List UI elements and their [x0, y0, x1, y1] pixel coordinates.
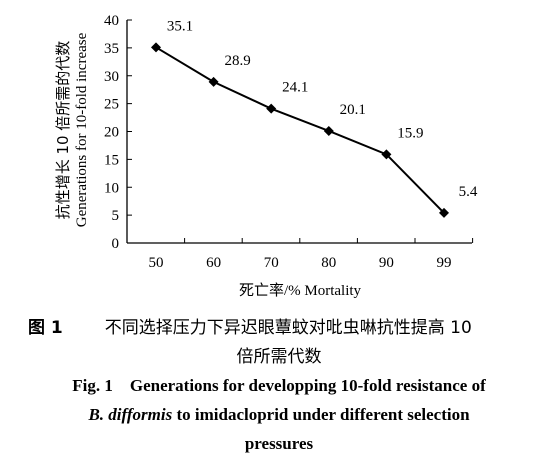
caption-en-line-1: Fig. 1 Generations for developping 10-fo… [72, 376, 486, 395]
data-labels: 35.1 28.9 24.1 20.1 15.9 5.4 [167, 18, 478, 200]
y-tick-label: 25 [104, 97, 119, 113]
y-tick-label: 20 [104, 125, 119, 141]
x-tick-label: 70 [264, 255, 279, 271]
caption-species: B. difformis [88, 405, 173, 424]
caption-cn-line-2: 倍所需代数 [236, 347, 322, 367]
y-axis-ticks: 0 5 10 15 20 25 30 35 40 [104, 13, 132, 252]
data-point-marker [266, 103, 277, 114]
caption-en-line-2-rest: to imidacloprid under different selectio… [172, 405, 470, 424]
data-value-label: 20.1 [340, 102, 366, 118]
x-tick-label: 60 [206, 255, 221, 271]
data-value-label: 35.1 [167, 18, 193, 34]
y-tick-label: 10 [104, 180, 119, 196]
x-tick-label: 99 [437, 255, 452, 271]
x-tick-label: 80 [321, 255, 336, 271]
data-point-marker [439, 207, 449, 218]
y-tick-label: 30 [104, 69, 119, 85]
data-point-marker [208, 76, 219, 87]
data-point-marker [151, 42, 161, 53]
x-tick-label: 50 [149, 255, 164, 271]
y-axis-title-en: Generations for 10-fold increase [74, 32, 90, 227]
caption-en-line-2: B. difformis to imidacloprid under diffe… [0, 405, 558, 425]
y-tick-label: 15 [104, 152, 119, 168]
data-point-marker [323, 125, 334, 136]
mortality-series [151, 42, 449, 218]
data-value-label: 24.1 [282, 80, 308, 96]
y-tick-label: 35 [104, 41, 119, 57]
series-line [155, 46, 445, 214]
caption-cn-text-1: 不同选择压力下异迟眼蕈蚊对吡虫啉抗性提高 10 [104, 318, 472, 338]
data-value-label: 15.9 [397, 125, 423, 141]
y-axis-title: 抗性增长 10 倍所需的代数 Generations for 10-fold i… [54, 32, 90, 227]
line-chart: 0 5 10 15 20 25 30 35 40 50 60 70 80 90 99 35.1 28.9 24… [54, 13, 478, 299]
caption-cn-fig: 图 1 [28, 318, 63, 338]
x-tick-label: 90 [379, 255, 394, 271]
data-value-label: 5.4 [459, 184, 478, 200]
caption-cn-line-1: 图 1 不同选择压力下异迟眼蕈蚊对吡虫啉抗性提高 10 [28, 313, 548, 338]
y-tick-label: 40 [104, 13, 119, 29]
data-point-marker [381, 149, 392, 160]
x-axis-ticks: 50 60 70 80 90 99 [126, 238, 474, 271]
caption-en-line-3: pressures [244, 434, 314, 453]
y-tick-label: 0 [112, 236, 120, 252]
data-value-label: 28.9 [224, 53, 250, 69]
y-axis-title-cn: 抗性增长 10 倍所需的代数 [54, 41, 72, 220]
x-axis-title: 死亡率/% Mortality [239, 282, 362, 299]
y-tick-label: 5 [112, 208, 120, 224]
